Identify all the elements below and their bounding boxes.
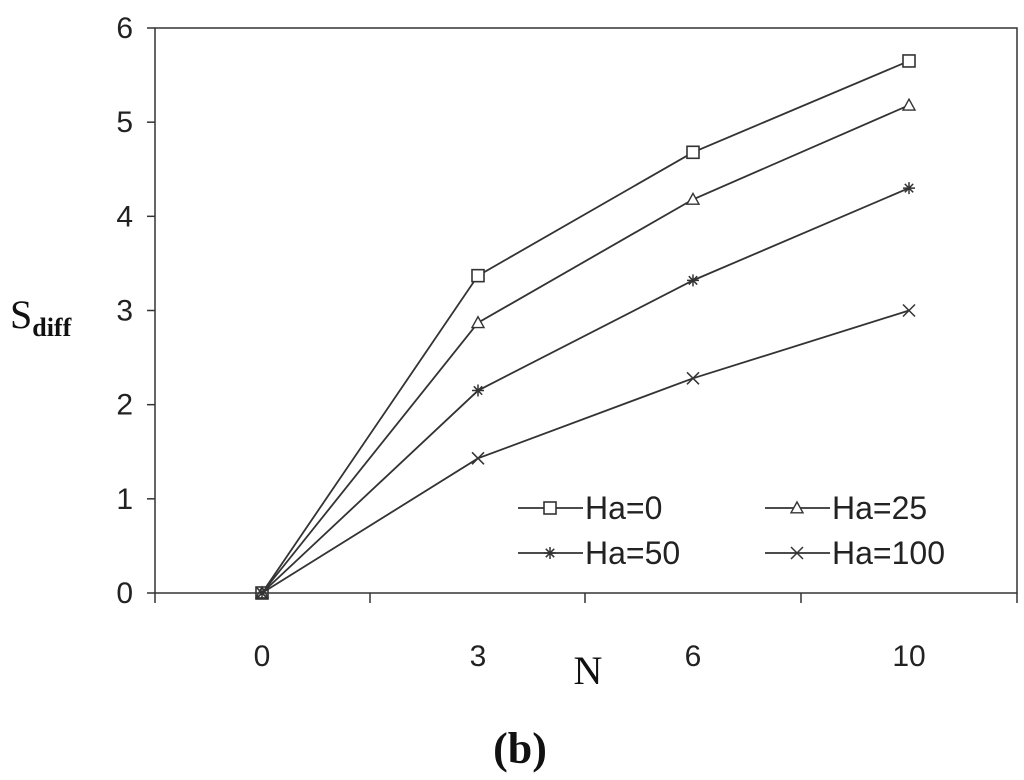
y-tick-label: 3	[116, 295, 133, 328]
series-3	[255, 303, 916, 600]
x-tick-label: 6	[685, 640, 702, 673]
series-line	[261, 60, 910, 594]
legend-label: Ha=25	[832, 490, 927, 526]
x-tick-label: 10	[892, 640, 925, 673]
legend-label: Ha=50	[585, 535, 680, 571]
series-line	[261, 187, 910, 594]
y-axis-title-sub: diff	[32, 313, 71, 342]
x-tick-label: 3	[470, 640, 487, 673]
triangle-marker	[901, 97, 917, 111]
x-marker	[902, 303, 916, 318]
series-group	[254, 54, 917, 600]
y-tick-label: 1	[116, 483, 133, 516]
y-axis-title-main: S	[10, 292, 32, 337]
square-marker	[471, 268, 485, 283]
y-tick-label: 2	[116, 389, 133, 422]
legend-item: Ha=100	[765, 535, 945, 571]
y-tick-label: 5	[116, 106, 133, 139]
legend-item: Ha=25	[765, 490, 927, 526]
legend: Ha=0 Ha=25 Ha=50 Ha=100	[518, 490, 945, 571]
series-line	[261, 104, 910, 594]
series-line	[261, 309, 910, 594]
triangle-marker	[470, 315, 486, 329]
star-marker	[687, 274, 699, 287]
legend-item: Ha=50	[518, 535, 680, 571]
y-tick-label: 4	[116, 200, 133, 233]
x-marker	[686, 371, 700, 385]
y-tick-label: 0	[116, 577, 133, 610]
triangle-marker	[685, 191, 701, 205]
x-marker	[790, 546, 804, 560]
x-marker	[471, 451, 485, 465]
legend-label: Ha=100	[832, 535, 945, 571]
legend-label: Ha=0	[585, 490, 662, 526]
star-marker	[544, 547, 556, 559]
series-0	[255, 54, 916, 600]
y-axis-title: Sdiff	[10, 292, 72, 342]
square-marker	[902, 54, 916, 68]
square-marker	[686, 145, 700, 160]
panel-label: (b)	[493, 724, 547, 773]
star-marker	[472, 384, 484, 397]
legend-item: Ha=0	[518, 490, 662, 526]
x-marker	[255, 586, 269, 600]
tick-labels: 0 1 2 3 4 5 6 0 3 6 10	[116, 12, 925, 673]
x-axis-title: N	[574, 648, 603, 693]
x-tick-label: 0	[254, 640, 271, 673]
triangle-marker	[789, 500, 805, 514]
square-marker	[543, 501, 557, 515]
axes	[147, 27, 1018, 603]
y-tick-label: 6	[116, 12, 133, 45]
star-marker	[903, 182, 915, 195]
